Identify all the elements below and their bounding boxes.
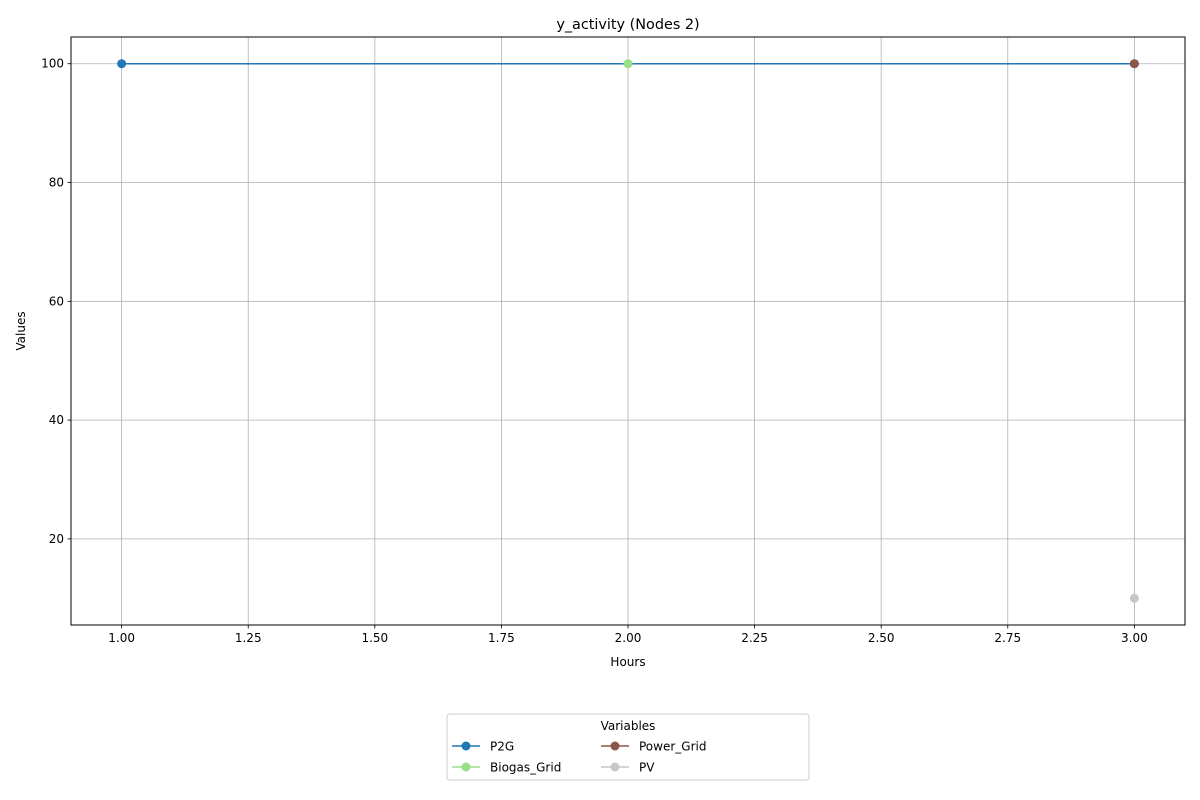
x-tick-label: 1.00 xyxy=(108,631,135,645)
x-tick-label: 3.00 xyxy=(1121,631,1148,645)
y-tick-label: 80 xyxy=(49,176,64,190)
x-tick-label: 2.25 xyxy=(741,631,768,645)
legend-item-p2g: P2G xyxy=(452,740,514,754)
legend-label: P2G xyxy=(490,740,514,754)
x-axis-title: Hours xyxy=(610,655,645,669)
legend-frame xyxy=(446,713,810,781)
x-tick-label: 1.75 xyxy=(488,631,515,645)
x-tick-label: 1.25 xyxy=(235,631,262,645)
y-tick-label: 20 xyxy=(49,532,64,546)
x-tick-label: 2.50 xyxy=(868,631,895,645)
legend-item-power-grid: Power_Grid xyxy=(601,740,706,754)
grid xyxy=(71,37,1185,625)
legend-label: Biogas_Grid xyxy=(490,761,561,775)
legend-title: Variables xyxy=(601,719,656,733)
data-point-biogas-grid xyxy=(623,59,633,69)
data-point-p2g xyxy=(117,59,127,69)
legend: Variables P2G Biogas_Grid Power_Grid PV xyxy=(446,713,810,781)
legend-swatch-marker xyxy=(610,762,620,772)
legend-label: PV xyxy=(639,761,655,775)
series-pv xyxy=(1129,593,1139,603)
y-tick-label: 100 xyxy=(41,57,64,71)
legend-label: Power_Grid xyxy=(639,740,706,754)
y-tick-label: 40 xyxy=(49,413,64,427)
chart-title: y_activity (Nodes 2) xyxy=(556,17,699,33)
y-axis-title: Values xyxy=(14,311,28,350)
x-tick-label: 1.50 xyxy=(361,631,388,645)
legend-items: P2G Biogas_Grid Power_Grid PV xyxy=(452,740,706,775)
legend-item-pv: PV xyxy=(601,761,655,775)
series-biogas-grid xyxy=(623,59,633,69)
legend-item-biogas-grid: Biogas_Grid xyxy=(452,761,561,775)
series-layer xyxy=(117,59,1139,603)
data-point-pv xyxy=(1129,593,1139,603)
y-tick-label: 60 xyxy=(49,294,64,308)
legend-swatch-marker xyxy=(461,762,471,772)
legend-swatch-marker xyxy=(461,741,471,751)
data-point-power-grid xyxy=(1129,59,1139,69)
axes: 1.00 1.25 1.50 1.75 2.00 2.25 2.50 2.75 3.00 20 40… xyxy=(41,57,1148,645)
x-tick-label: 2.00 xyxy=(615,631,642,645)
series-power-grid xyxy=(1129,59,1139,69)
legend-swatch-marker xyxy=(610,741,620,751)
x-tick-label: 2.75 xyxy=(994,631,1021,645)
